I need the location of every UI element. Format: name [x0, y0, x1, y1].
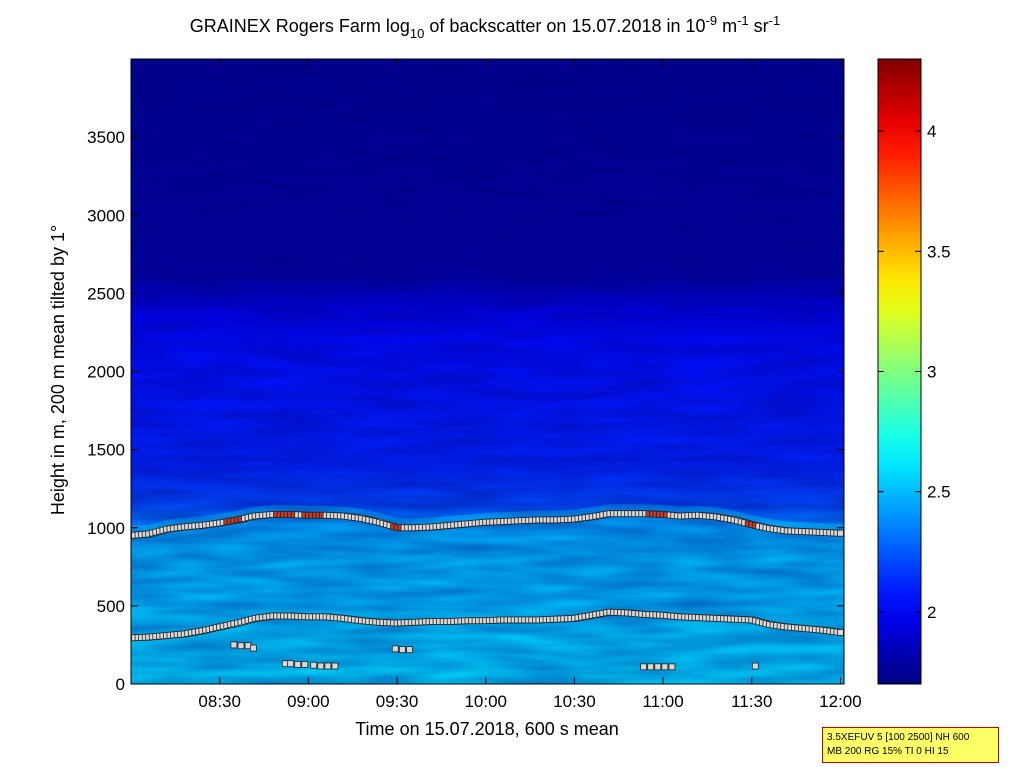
low-detection-marker — [249, 644, 257, 652]
low-detection-marker — [310, 661, 318, 669]
colorbar-tick-label: 3.5 — [927, 242, 951, 261]
low-detection-marker — [654, 663, 662, 671]
low-detection-marker — [301, 661, 309, 668]
low-detection-marker — [668, 663, 676, 671]
field-texture — [131, 59, 844, 684]
low-detection-marker — [230, 641, 238, 649]
y-tick-label: 500 — [97, 597, 125, 616]
y-tick-label: 1500 — [87, 441, 125, 460]
x-tick-label: 11:00 — [642, 692, 683, 711]
x-tick-label: 11:30 — [731, 692, 772, 711]
colorbar-tick-label: 2 — [927, 603, 936, 622]
lower-layer-marker — [837, 629, 844, 636]
low-detection-marker — [640, 663, 647, 671]
info-line-2: MB 200 RG 15% TI 0 HI 15 — [827, 746, 949, 757]
y-tick-label: 1000 — [87, 519, 125, 538]
y-axis-label: Height in m, 200 m mean tilted by 1° — [48, 225, 68, 515]
y-tick-label: 0 — [116, 675, 125, 694]
heatmap-plot — [130, 58, 845, 685]
low-detection-marker — [331, 662, 339, 670]
low-detection-marker — [647, 663, 655, 671]
low-detection-marker — [294, 661, 302, 668]
x-tick-label: 09:30 — [376, 692, 419, 711]
y-tick-label: 3500 — [87, 128, 125, 147]
low-detection-marker — [661, 663, 669, 671]
x-tick-label: 10:00 — [464, 692, 507, 711]
y-tick-label: 2000 — [87, 363, 125, 382]
x-tick-label: 08:30 — [198, 692, 241, 711]
layer-markers — [131, 510, 844, 671]
upper-layer-marker — [837, 529, 844, 537]
x-tick-label: 10:30 — [553, 692, 596, 711]
colorbar-ticks: 2 2.5 3 3.5 4 — [878, 122, 951, 622]
colorbar-scale — [877, 58, 922, 685]
x-tick-label: 09:00 — [287, 692, 330, 711]
low-detection-marker — [317, 662, 325, 670]
colorbar-tick-label: 2.5 — [927, 483, 951, 502]
y-tick-label: 3000 — [87, 206, 125, 225]
processing-info-box: 3.5XEFUV 5 [100 2500] NH 600 MB 200 RG 1… — [822, 727, 999, 763]
x-axis: 08:30 09:00 09:30 10:00 10:30 11:00 11:30 12:00 — [198, 59, 862, 711]
low-detection-marker — [237, 642, 245, 650]
colorbar-tick-label: 4 — [927, 122, 936, 141]
low-detection-marker — [398, 646, 406, 654]
low-detection-marker — [324, 662, 332, 670]
colorbar: 2 2.5 3 3.5 4 — [877, 58, 951, 685]
low-detection-marker — [751, 662, 759, 670]
y-axis: 0 500 1000 1500 2000 2500 3000 3500 — [87, 128, 844, 694]
low-detection-marker — [406, 646, 413, 654]
chart-title: GRAINEX Rogers Farm log10 of backscatter… — [190, 13, 780, 41]
low-detection-marker — [287, 660, 295, 668]
x-tick-label: 12:00 — [819, 692, 862, 711]
y-tick-label: 2500 — [87, 284, 125, 303]
x-axis-label: Time on 15.07.2018, 600 s mean — [355, 719, 619, 739]
low-detection-marker — [391, 645, 399, 653]
colorbar-tick-label: 3 — [927, 363, 936, 382]
info-line-1: 3.5XEFUV 5 [100 2500] NH 600 — [827, 732, 970, 743]
